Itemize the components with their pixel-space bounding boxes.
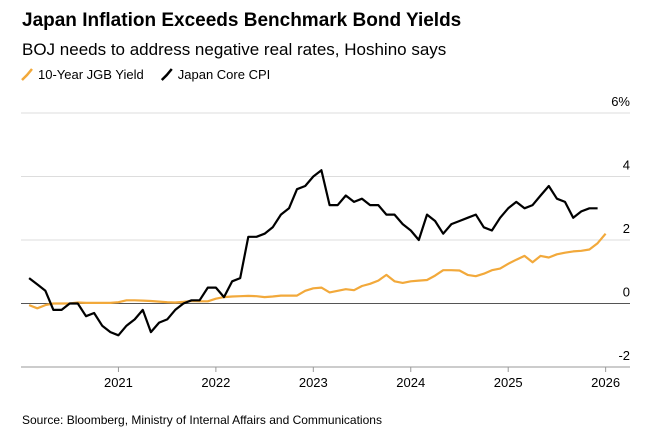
x-tick-label: 2022 (201, 375, 230, 390)
chart-title: Japan Inflation Exceeds Benchmark Bond Y… (22, 10, 461, 31)
series-line (28, 169, 598, 337)
legend-label: Japan Core CPI (178, 67, 271, 82)
x-tick-label: 2025 (494, 375, 523, 390)
x-tick-label: 2021 (104, 375, 133, 390)
x-tick-label: 2023 (299, 375, 328, 390)
chart-subtitle: BOJ needs to address negative real rates… (22, 40, 446, 59)
x-tick-label: 2026 (591, 375, 620, 390)
y-tick-label: 0 (623, 285, 630, 300)
y-tick-label: 2 (623, 221, 630, 236)
series-line (28, 232, 607, 310)
legend-symbol (160, 68, 173, 81)
legend-symbol (21, 68, 33, 81)
x-tick-label: 2024 (396, 375, 425, 390)
y-tick-label: 6% (611, 94, 630, 109)
legend-label: 10-Year JGB Yield (38, 67, 144, 82)
y-tick-label: 4 (623, 158, 630, 173)
source: Source: Bloomberg, Ministry of Internal … (22, 413, 382, 427)
y-tick-label: -2 (618, 348, 630, 363)
